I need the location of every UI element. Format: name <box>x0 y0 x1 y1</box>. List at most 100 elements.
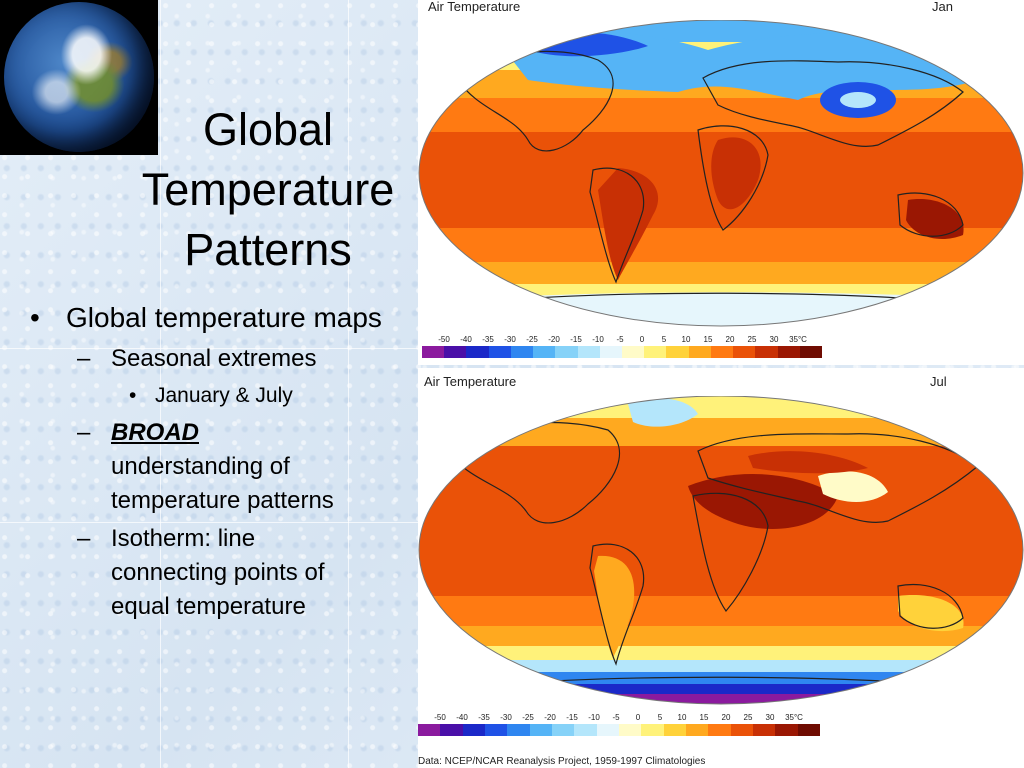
legend-tick: -30 <box>500 713 512 722</box>
sub-bullet-item: – Seasonal extremes <box>30 342 410 376</box>
legend-tick: -30 <box>504 335 516 344</box>
legend-swatch <box>596 724 619 736</box>
legend-swatch <box>797 724 820 736</box>
legend-swatch <box>752 724 776 736</box>
bullet-mark: • <box>129 384 137 407</box>
bg-tile-line <box>160 0 161 768</box>
jul-temperature-map <box>418 396 1024 705</box>
data-source-caption: Data: NCEP/NCAR Reanalysis Project, 1959… <box>418 756 706 767</box>
legend-swatch <box>663 724 686 736</box>
legend-swatch <box>710 346 734 358</box>
legend-tick: 25 <box>747 335 757 344</box>
legend-swatch <box>507 724 530 736</box>
legend-tick: -20 <box>544 713 556 722</box>
legend-swatch <box>777 346 800 358</box>
legend-swatch <box>444 346 467 358</box>
legend-tick: -15 <box>566 713 578 722</box>
legend-tick: -5 <box>616 335 624 344</box>
bullet-text: Global temperature maps <box>66 302 382 333</box>
legend-swatch <box>799 346 822 358</box>
legend-swatch <box>730 724 753 736</box>
legend-tick: 20 <box>721 713 731 722</box>
legend-swatch <box>755 346 778 358</box>
bullet-mark: • <box>30 302 40 333</box>
sub-bullet-item: – Isotherm: line connecting points of eq… <box>30 522 331 624</box>
legend-tick: -20 <box>548 335 560 344</box>
title-line: Temperature <box>141 164 395 215</box>
jan-map-panel: Air Temperature Jan <box>418 0 1024 365</box>
jul-map-panel: Air Temperature Jul <box>418 368 1024 768</box>
legend-swatch <box>733 346 756 358</box>
jan-temperature-map <box>418 20 1024 327</box>
legend-color-bar <box>422 346 822 358</box>
slide-title: Global Temperature Patterns <box>118 100 418 280</box>
legend-tick: 10 <box>681 335 691 344</box>
legend-swatch <box>618 724 642 736</box>
legend-swatch <box>775 724 798 736</box>
legend-tick: -40 <box>460 335 472 344</box>
earth-photo <box>0 0 158 155</box>
legend-swatch <box>484 724 508 736</box>
legend-tick: -10 <box>588 713 600 722</box>
emphasis-text: BROAD <box>111 419 199 446</box>
legend-swatch <box>529 724 552 736</box>
map-month: Jul <box>930 374 947 389</box>
legend-tick: -10 <box>592 335 604 344</box>
legend-tick: -50 <box>434 713 446 722</box>
legend-swatch <box>666 346 689 358</box>
legend-swatch <box>599 346 622 358</box>
legend-tick: -35 <box>482 335 494 344</box>
sub-bullet-text: understanding of temperature patterns <box>111 453 334 514</box>
legend-swatch <box>551 724 575 736</box>
sub-sub-bullet-text: January & July <box>155 384 293 407</box>
bullet-item: • Global temperature maps <box>30 298 410 338</box>
legend-swatch <box>488 346 511 358</box>
bullet-list: • Global temperature maps – Seasonal ext… <box>30 298 410 624</box>
legend-tick: -40 <box>456 713 468 722</box>
legend-tick: 35°C <box>789 335 807 344</box>
legend-tick: -25 <box>522 713 534 722</box>
dash-mark: – <box>77 419 91 446</box>
dash-mark: – <box>77 525 91 552</box>
legend-swatch <box>462 724 485 736</box>
sub-bullet-text: Isotherm: line connecting points of equa… <box>111 525 325 620</box>
legend-tick: 10 <box>677 713 687 722</box>
legend-color-bar <box>418 724 820 736</box>
legend-swatch <box>644 346 667 358</box>
legend-tick: -15 <box>570 335 582 344</box>
title-line: Patterns <box>184 224 352 275</box>
legend-swatch <box>641 724 664 736</box>
earth-globe-icon <box>4 2 154 152</box>
legend-tick: 15 <box>703 335 713 344</box>
title-line: Global <box>202 104 334 155</box>
legend-swatch <box>466 346 489 358</box>
dash-mark: – <box>77 345 91 372</box>
legend-tick: 5 <box>657 713 663 722</box>
legend-swatch <box>688 346 711 358</box>
legend-swatch <box>418 724 441 736</box>
legend-tick: 0 <box>639 335 645 344</box>
bg-tile-line <box>348 0 349 768</box>
sub-bullet-item: – BROAD understanding of temperature pat… <box>30 416 410 518</box>
legend-tick: -5 <box>612 713 620 722</box>
map-title: Air Temperature <box>424 374 517 389</box>
legend-tick: 5 <box>661 335 667 344</box>
sub-sub-bullet-item: • January & July <box>30 380 410 412</box>
legend-tick: 30 <box>769 335 779 344</box>
legend-swatch <box>422 346 445 358</box>
map-title: Air Temperature <box>428 0 521 14</box>
legend-swatch <box>555 346 578 358</box>
legend-swatch <box>685 724 709 736</box>
sub-bullet-text: Seasonal extremes <box>111 345 317 372</box>
map-month: Jan <box>932 0 953 14</box>
legend-tick: 15 <box>699 713 709 722</box>
legend-tick: 20 <box>725 335 735 344</box>
legend-swatch <box>574 724 597 736</box>
legend-tick: 25 <box>743 713 753 722</box>
legend-swatch <box>533 346 556 358</box>
legend-swatch <box>440 724 463 736</box>
legend-tick: -25 <box>526 335 538 344</box>
legend-tick: 35°C <box>785 713 803 722</box>
legend-swatch <box>577 346 600 358</box>
legend-tick: 30 <box>765 713 775 722</box>
